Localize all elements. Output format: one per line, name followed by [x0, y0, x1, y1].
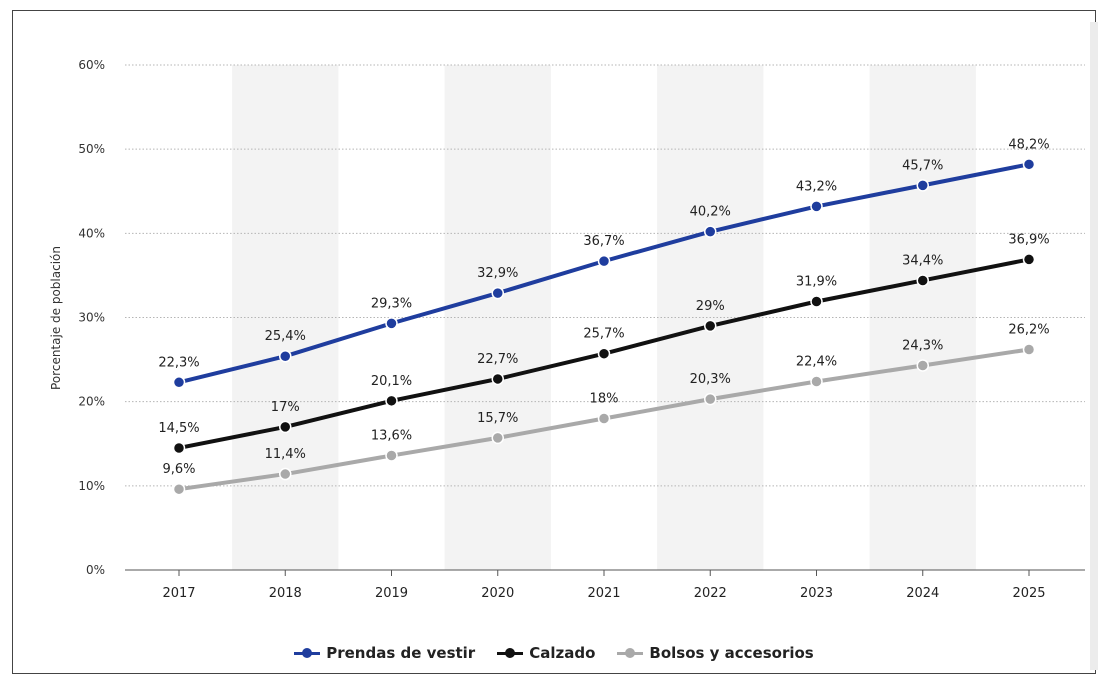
data-point: [279, 467, 292, 481]
x-axis-ticks: 2017 2018 2019 2020 2021 2022 2023 2024 2025: [162, 570, 1046, 601]
legend-label: Bolsos y accesorios: [649, 644, 814, 662]
x-tick-label: 2017: [162, 586, 195, 601]
data-label: 26,2%: [1008, 322, 1049, 337]
data-point: [597, 254, 611, 268]
data-label: 43,2%: [796, 179, 837, 194]
data-label: 25,4%: [265, 329, 306, 344]
y-tick-label: 0%: [86, 563, 105, 577]
data-label: 48,2%: [1008, 137, 1049, 152]
y-tick-label: 50%: [78, 142, 105, 156]
data-point: [1022, 253, 1036, 266]
y-tick-label: 40%: [78, 226, 105, 240]
data-label: 14,5%: [158, 421, 199, 436]
data-point: [1022, 343, 1036, 356]
x-tick-label: 2021: [587, 586, 620, 601]
data-point: [385, 317, 398, 330]
data-label: 15,7%: [477, 411, 518, 426]
data-point: [810, 375, 823, 388]
legend-label: Prendas de vestir: [326, 644, 476, 662]
data-label: 40,2%: [690, 205, 731, 220]
data-point: [279, 420, 292, 434]
data-label: 22,4%: [796, 354, 837, 369]
data-point: [597, 347, 611, 360]
x-tick-label: 2024: [906, 586, 939, 601]
data-point: [597, 412, 611, 425]
x-tick-label: 2019: [375, 586, 408, 601]
data-label: 22,7%: [477, 352, 518, 367]
data-label: 31,9%: [796, 275, 837, 290]
data-label: 25,7%: [583, 327, 624, 342]
data-label: 34,4%: [902, 253, 943, 268]
legend-item[interactable]: Bolsos y accesorios: [617, 644, 814, 662]
data-point: [810, 295, 823, 308]
legend-label: Calzado: [529, 644, 596, 662]
y-axis-ticks: 0% 10% 20% 30% 40% 50% 60%: [78, 58, 105, 577]
data-label: 9,6%: [162, 462, 195, 477]
data-point: [491, 286, 504, 300]
x-tick-label: 2023: [800, 586, 833, 601]
data-label: 29%: [696, 299, 725, 314]
legend-swatch: [294, 647, 321, 659]
x-tick-label: 2020: [481, 586, 514, 601]
data-point: [385, 449, 398, 462]
legend-item[interactable]: Prendas de vestir: [294, 644, 475, 662]
data-point: [704, 319, 717, 333]
data-point: [491, 372, 504, 386]
data-point: [172, 482, 186, 496]
data-point: [1022, 158, 1036, 171]
data-point: [172, 376, 186, 389]
data-label: 24,3%: [902, 338, 943, 353]
series-points: [172, 158, 1036, 496]
data-label: 29,3%: [371, 296, 412, 311]
data-label: 20,3%: [690, 372, 731, 387]
data-label: 45,7%: [902, 158, 943, 173]
legend-swatch: [617, 647, 644, 659]
y-tick-label: 30%: [78, 311, 105, 325]
data-label: 13,6%: [371, 429, 412, 444]
data-point: [172, 441, 186, 455]
data-point: [916, 274, 929, 287]
data-labels: 22,3% 25,4% 29,3% 32,9% 36,7% 40,2% 43,2% 45,7%…: [158, 137, 1049, 477]
x-tick-label: 2018: [269, 586, 302, 601]
data-point: [704, 225, 717, 238]
data-label: 17%: [271, 400, 300, 415]
data-point: [916, 179, 929, 192]
y-tick-label: 10%: [78, 479, 105, 493]
legend-item[interactable]: Calzado: [497, 644, 595, 662]
data-point: [279, 349, 292, 363]
y-tick-label: 20%: [78, 395, 105, 409]
data-label: 20,1%: [371, 374, 412, 389]
x-tick-label: 2022: [694, 586, 727, 601]
data-label: 36,7%: [583, 234, 624, 249]
legend-swatch: [497, 647, 524, 659]
legend: Prendas de vestir Calzado Bolsos y accesor…: [0, 644, 1108, 662]
data-point: [916, 359, 929, 372]
data-label: 11,4%: [265, 447, 306, 462]
y-axis-label: Porcentaje de población: [49, 246, 63, 390]
data-label: 32,9%: [477, 266, 518, 281]
data-label: 22,3%: [158, 355, 199, 370]
data-point: [704, 392, 717, 406]
x-tick-label: 2025: [1012, 586, 1045, 601]
data-point: [810, 200, 823, 213]
y-tick-label: 60%: [78, 58, 105, 72]
data-label: 18%: [590, 392, 619, 407]
data-point: [385, 394, 398, 408]
side-scroll-strip: [1090, 22, 1098, 670]
band-2018: [232, 65, 339, 570]
data-label: 36,9%: [1008, 232, 1049, 247]
data-point: [491, 431, 504, 445]
